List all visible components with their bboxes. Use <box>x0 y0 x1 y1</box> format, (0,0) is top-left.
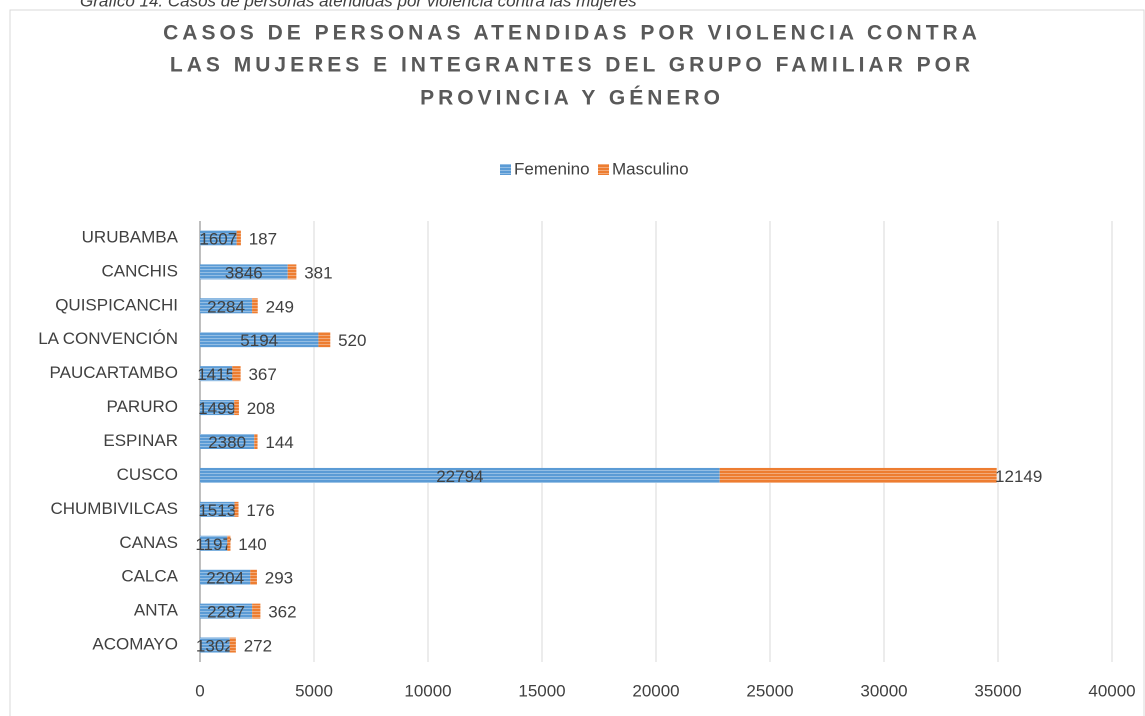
y-tick-label: CUSCO <box>117 465 178 484</box>
y-tick-label: PARURO <box>107 397 178 416</box>
x-tick-label: 40000 <box>1088 681 1135 700</box>
bar-segment <box>200 535 228 551</box>
bar-segment <box>200 467 720 483</box>
x-tick-label: 5000 <box>295 681 333 700</box>
y-tick-label: URUBAMBA <box>82 227 179 246</box>
y-tick-label: QUISPICANCHI <box>55 295 178 314</box>
bar-segment <box>200 569 251 585</box>
y-tick-label: PAUCARTAMBO <box>50 363 178 382</box>
bar-segment <box>232 366 241 382</box>
bar-segment <box>229 637 236 653</box>
data-label: 140 <box>238 535 266 554</box>
bar-segment <box>227 535 231 551</box>
bar-segment <box>234 400 239 416</box>
data-label: 5194 <box>240 331 278 350</box>
data-label: 3846 <box>225 263 263 282</box>
data-label: 1499 <box>198 399 236 418</box>
data-label: 187 <box>249 229 277 248</box>
x-tick-label: 20000 <box>632 681 679 700</box>
chart-title: PROVINCIA Y GÉNERO <box>420 87 724 110</box>
data-label: 1197 <box>195 535 232 554</box>
bar-segment <box>200 230 237 246</box>
data-label: 176 <box>246 501 274 520</box>
legend-label: Femenino <box>514 159 590 178</box>
bar-segment <box>234 501 239 517</box>
bar-segment <box>200 332 319 348</box>
bar-segment <box>200 400 235 416</box>
data-label: 2204 <box>206 569 244 588</box>
legend-swatch <box>598 164 609 175</box>
y-tick-label: CALCA <box>121 567 178 586</box>
data-label: 1302 <box>196 637 234 656</box>
data-label: 293 <box>265 569 293 588</box>
bar-segment <box>200 603 253 619</box>
data-label: 2380 <box>208 433 246 452</box>
data-label: 381 <box>304 263 332 282</box>
data-label: 12149 <box>995 467 1042 486</box>
y-tick-label: CANAS <box>119 533 178 552</box>
data-label: 144 <box>265 433 293 452</box>
bar-segment <box>254 434 258 449</box>
data-label: 520 <box>338 331 366 350</box>
bar-segment <box>200 434 255 449</box>
y-tick-label: ANTA <box>134 601 179 620</box>
legend-label: Masculino <box>612 159 689 178</box>
data-label: 1415 <box>197 365 235 384</box>
data-label: 2287 <box>207 603 245 622</box>
x-tick-label: 25000 <box>746 681 793 700</box>
data-label: 272 <box>244 637 272 656</box>
data-label: 367 <box>248 365 276 384</box>
bar-segment <box>200 366 233 382</box>
x-tick-label: 10000 <box>404 681 451 700</box>
bar-segment <box>252 298 258 314</box>
data-label: 1607 <box>199 229 237 248</box>
y-tick-label: CHUMBIVILCAS <box>50 499 178 518</box>
x-tick-label: 30000 <box>860 681 907 700</box>
data-label: 362 <box>268 603 296 622</box>
bar-segment <box>200 637 230 653</box>
bar-segment <box>252 603 261 619</box>
chart-title: LAS MUJERES E INTEGRANTES DEL GRUPO FAMI… <box>170 54 974 77</box>
bar-segment <box>719 467 997 483</box>
data-label: 22794 <box>436 467 483 486</box>
caption: Gráfico 14. Casos de personas atendidas … <box>80 0 637 10</box>
y-tick-label: ESPINAR <box>103 431 178 450</box>
bar-segment <box>287 264 297 280</box>
y-tick-label: ACOMAYO <box>92 635 178 654</box>
chart-title: CASOS DE PERSONAS ATENDIDAS POR VIOLENCI… <box>163 22 981 45</box>
bar-segment <box>200 501 235 517</box>
bar-segment <box>250 569 257 585</box>
bar-segment <box>200 298 253 314</box>
data-label: 1513 <box>198 501 236 520</box>
data-label: 249 <box>266 297 294 316</box>
x-tick-label: 15000 <box>518 681 565 700</box>
legend-swatch <box>500 164 511 175</box>
chart-frame <box>9 9 1145 716</box>
data-label: 208 <box>247 399 275 418</box>
bar-segment <box>236 230 241 246</box>
x-tick-label: 0 <box>195 681 204 700</box>
data-label: 2284 <box>207 297 245 316</box>
bar-segment <box>200 264 288 280</box>
x-tick-label: 35000 <box>974 681 1021 700</box>
y-tick-label: LA CONVENCIÓN <box>38 329 178 348</box>
bar-segment <box>318 332 331 348</box>
y-tick-label: CANCHIS <box>101 261 178 280</box>
